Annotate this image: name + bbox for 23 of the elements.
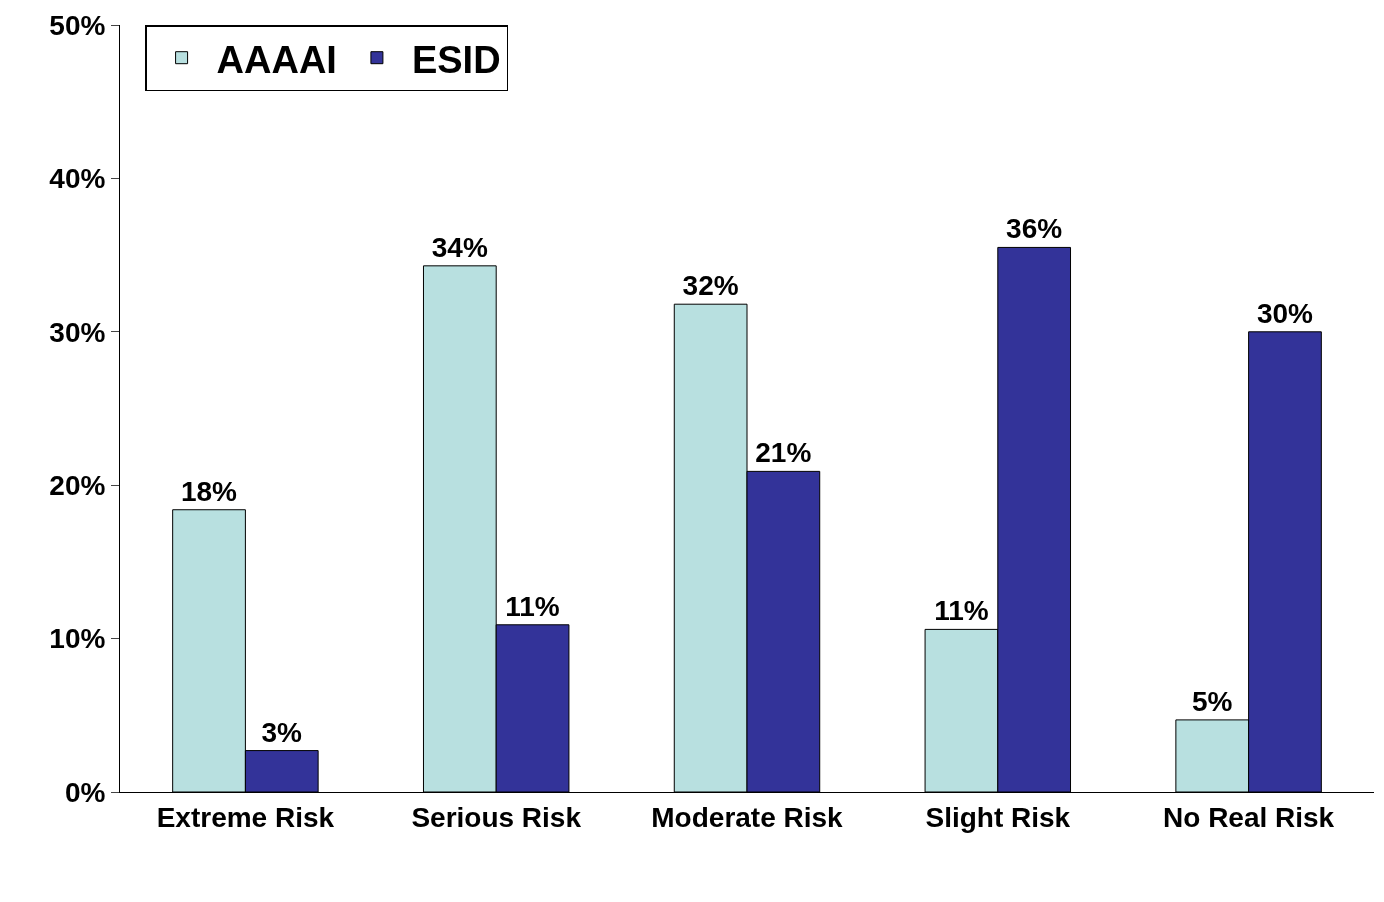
y-tick-label: 40% — [49, 163, 106, 195]
data-label: 11% — [505, 590, 560, 622]
y-tick-label: 10% — [49, 623, 106, 655]
data-label: 3% — [261, 716, 303, 748]
x-tick-label: Slight Risk — [925, 801, 1071, 833]
data-label: 18% — [180, 475, 238, 507]
y-tick-label: 30% — [49, 316, 106, 348]
y-tick-label: 50% — [49, 9, 106, 41]
data-label: 5% — [1191, 685, 1233, 717]
data-label: 36% — [1006, 213, 1063, 245]
y-tick-label: 0% — [64, 776, 106, 808]
data-label: 30% — [1256, 297, 1314, 329]
legend-label: AAAAI — [216, 38, 337, 81]
data-label: 11% — [934, 595, 989, 627]
x-tick-label: Moderate Risk — [651, 801, 844, 833]
x-tick-label: Serious Risk — [411, 801, 582, 833]
x-tick-label: No Real Risk — [1163, 801, 1335, 833]
data-label: 32% — [682, 270, 739, 302]
x-tick-label: Extreme Risk — [156, 801, 335, 833]
legend-label: ESID — [411, 38, 501, 81]
data-label: 34% — [431, 231, 488, 263]
y-tick-label: 20% — [49, 470, 106, 501]
data-label: 21% — [755, 437, 812, 469]
